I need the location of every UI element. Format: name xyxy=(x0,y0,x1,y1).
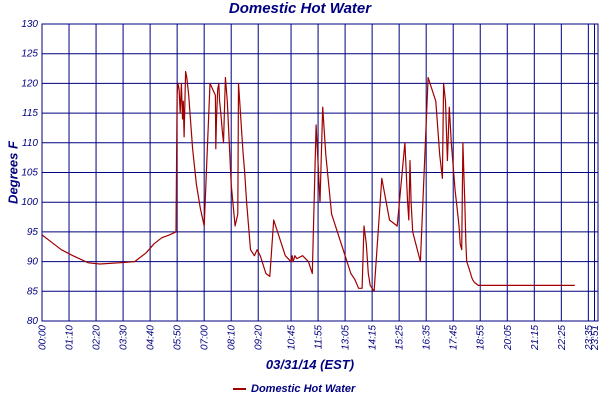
plot-frame xyxy=(41,23,599,322)
x-tick-label: 15:25 xyxy=(395,325,406,350)
x-tick-label: 23:51 xyxy=(590,325,600,351)
x-tick-label: 04:40 xyxy=(146,325,157,350)
y-tick-label: 120 xyxy=(21,78,38,89)
x-tick-label: 08:10 xyxy=(227,325,238,350)
x-tick-label: 02:20 xyxy=(92,325,103,350)
x-ticks: 00:00 01:10 02:20 03:30 04:40 05:50 07:00 08:10… xyxy=(38,325,600,351)
x-tick-label: 21:15 xyxy=(530,325,541,351)
x-tick-label: 20:05 xyxy=(503,325,514,351)
x-tick-label: 13:05 xyxy=(341,325,352,350)
y-tick-label: 130 xyxy=(21,19,38,30)
legend-swatch xyxy=(233,388,246,390)
x-tick-label: 11:55 xyxy=(314,325,325,350)
y-tick-label: 80 xyxy=(27,316,39,327)
x-tick-label: 01:10 xyxy=(65,325,76,350)
x-tick-label: 10:45 xyxy=(287,325,298,350)
chart-title: Domestic Hot Water xyxy=(228,0,372,17)
legend: Domestic Hot Water xyxy=(233,381,355,397)
x-axis-label: 03/31/14 (EST) xyxy=(265,357,355,372)
y-ticks: 80 85 90 95 100 105 110 115 120 125 130 xyxy=(21,19,38,327)
x-tick-label: 17:45 xyxy=(449,325,460,350)
y-tick-label: 105 xyxy=(21,168,38,179)
x-tick-label: 09:20 xyxy=(254,325,265,350)
x-tick-label: 07:00 xyxy=(200,325,211,350)
y-tick-label: 90 xyxy=(27,257,39,268)
y-tick-label: 110 xyxy=(22,138,38,149)
y-tick-label: 100 xyxy=(21,197,38,208)
x-tick-label: 14:15 xyxy=(368,325,379,350)
x-tick-label: 05:50 xyxy=(173,325,184,350)
x-tick-label: 03:30 xyxy=(119,325,130,350)
y-tick-label: 95 xyxy=(27,227,39,238)
y-tick-label: 115 xyxy=(22,108,38,119)
series-line-0 xyxy=(41,70,575,292)
series-group xyxy=(41,70,575,292)
y-tick-label: 125 xyxy=(21,49,38,60)
x-tick-label: 18:55 xyxy=(476,325,487,350)
x-tick-label: 16:35 xyxy=(422,325,433,350)
legend-label: Domestic Hot Water xyxy=(251,383,356,395)
y-axis-label: Degrees F xyxy=(5,141,21,204)
x-tick-label: 00:00 xyxy=(38,325,49,350)
x-tick-label: 23:35 xyxy=(584,325,595,351)
y-tick-label: 85 xyxy=(27,286,39,297)
x-tick-label: 22:25 xyxy=(557,325,568,351)
